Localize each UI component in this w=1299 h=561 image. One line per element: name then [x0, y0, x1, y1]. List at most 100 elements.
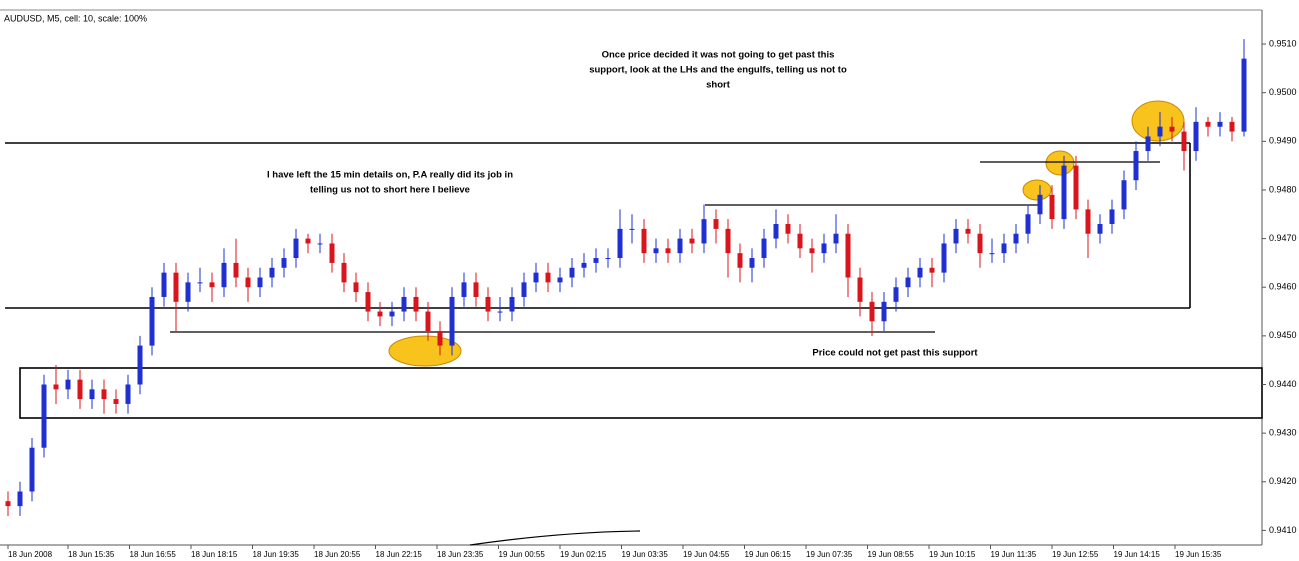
candle-body: [53, 384, 59, 390]
annotation: Once price decided it was not going to g…: [602, 50, 835, 61]
candle-body: [209, 282, 215, 288]
candle-body: [785, 224, 791, 234]
y-tick-label: 0.9430: [1269, 428, 1297, 438]
y-tick-label: 0.9420: [1269, 476, 1297, 486]
highlight: [1045, 150, 1075, 176]
highlight: [388, 335, 462, 367]
candle-body: [821, 243, 827, 254]
candle-body: [713, 219, 719, 229]
x-tick-label: 18 Jun 22:15: [376, 550, 423, 559]
y-tick-label: 0.9510: [1269, 38, 1297, 48]
candle-body: [161, 272, 167, 297]
y-tick-label: 0.9490: [1269, 136, 1297, 146]
candle-body: [293, 238, 299, 259]
zone-box: [19, 367, 1263, 419]
x-tick-label: 19 Jun 08:55: [868, 550, 915, 559]
x-tick-label: 18 Jun 18:15: [191, 550, 238, 559]
candle-body: [893, 287, 899, 302]
candle-body: [461, 282, 467, 297]
candle-body: [113, 399, 119, 404]
candle-body: [245, 277, 251, 288]
candle-body: [905, 277, 911, 288]
x-tick-label: 19 Jun 15:35: [1175, 550, 1222, 559]
candle-body: [185, 282, 191, 302]
candle-body: [1025, 214, 1031, 234]
candle-body: [173, 272, 179, 302]
candle-body: [353, 282, 359, 293]
x-tick-label: 19 Jun 14:15: [1114, 550, 1161, 559]
candle-body: [449, 296, 455, 346]
x-tick-label: 19 Jun 07:35: [806, 550, 853, 559]
candle-body: [125, 384, 131, 404]
y-tick-label: 0.9440: [1269, 379, 1297, 389]
candle-body: [1217, 121, 1223, 127]
x-tick-label: 18 Jun 15:35: [68, 550, 115, 559]
candle-body: [197, 282, 203, 284]
candle-body: [557, 277, 563, 283]
candle-body: [341, 262, 347, 283]
candle-body: [641, 228, 647, 254]
candle-body: [629, 228, 635, 230]
candle-body: [5, 501, 11, 507]
candle-body: [1001, 243, 1007, 254]
candle-body: [617, 228, 623, 259]
candle-body: [137, 345, 143, 385]
y-tick-label: 0.9460: [1269, 282, 1297, 292]
candle-body: [473, 282, 479, 297]
candle-body: [1169, 126, 1175, 132]
candle-body: [533, 272, 539, 283]
candle-body: [653, 248, 659, 254]
candle-body: [605, 258, 611, 260]
curve: [469, 530, 641, 546]
candle-body: [725, 228, 731, 254]
candle-body: [1241, 58, 1247, 132]
candle-body: [941, 243, 947, 273]
candle-body: [1193, 121, 1199, 152]
candle-body: [1205, 121, 1211, 127]
y-tick-label: 0.9410: [1269, 525, 1297, 535]
candle-body: [965, 228, 971, 234]
candle-body: [269, 267, 275, 278]
candle-body: [437, 331, 443, 346]
x-tick-label: 19 Jun 04:55: [683, 550, 730, 559]
candle-body: [665, 248, 671, 254]
candle-body: [545, 272, 551, 283]
annotation: telling us not to short here I believe: [310, 185, 470, 196]
y-tick-label: 0.9480: [1269, 184, 1297, 194]
candle-body: [89, 389, 95, 400]
candle-body: [989, 253, 995, 255]
candle-body: [881, 301, 887, 322]
x-tick-label: 19 Jun 02:15: [560, 550, 607, 559]
candle-body: [677, 238, 683, 254]
x-tick-label: 19 Jun 12:55: [1052, 550, 1099, 559]
candle-body: [569, 267, 575, 278]
candle-body: [1109, 209, 1115, 224]
candle-body: [761, 238, 767, 259]
candle-body: [425, 311, 431, 331]
candle-body: [797, 233, 803, 249]
candle-body: [917, 267, 923, 278]
candle-body: [521, 282, 527, 297]
candle-body: [749, 258, 755, 268]
candle-body: [1049, 194, 1055, 220]
candle-body: [401, 296, 407, 312]
candle-body: [581, 262, 587, 268]
candle-body: [377, 311, 383, 317]
candle-body: [977, 233, 983, 254]
candle-body: [233, 262, 239, 278]
candle-body: [509, 296, 515, 312]
candle-body: [857, 277, 863, 302]
candle-body: [77, 379, 83, 400]
annotation: I have left the 15 min details on, P.A r…: [267, 170, 513, 181]
candle-body: [365, 292, 371, 312]
candle-body: [1085, 209, 1091, 234]
candle-body: [869, 301, 875, 322]
candle-body: [149, 296, 155, 346]
candle-body: [1097, 224, 1103, 234]
candle-body: [329, 243, 335, 263]
candle-body: [41, 384, 47, 448]
x-tick-label: 18 Jun 19:35: [253, 550, 300, 559]
highlight: [1022, 179, 1052, 201]
x-tick-label: 18 Jun 16:55: [130, 550, 177, 559]
